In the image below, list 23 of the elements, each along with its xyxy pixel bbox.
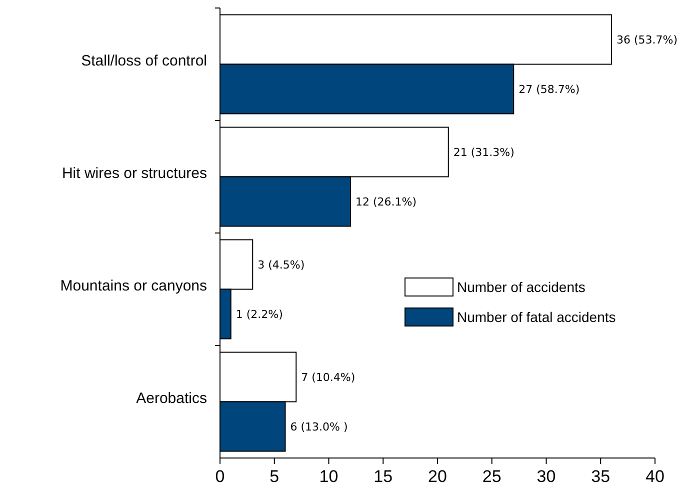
y-tick-label: Aerobatics [136, 390, 207, 407]
x-tick-label: 20 [428, 467, 447, 486]
legend-label: Number of fatal accidents [457, 308, 616, 325]
data-label: 21 (31.3%) [453, 146, 514, 159]
y-tick-label: Hit wires or structures [62, 165, 207, 182]
x-tick-label: 40 [646, 467, 664, 486]
x-tick-label: 15 [374, 467, 393, 486]
data-label: 27 (58.7%) [518, 82, 580, 96]
data-label: 36 (53.7%) [616, 33, 678, 46]
x-tick-label: 0 [215, 467, 225, 486]
data-label: 1 (2.2%) [236, 308, 283, 321]
data-label: 7 (10.4%) [301, 370, 356, 384]
data-label: 3 (4.5%) [258, 258, 305, 272]
y-tick-label: Mountains or canyons [60, 278, 207, 294]
x-tick-label: 30 [536, 467, 556, 486]
y-tick-label: Stall/loss of control [81, 52, 207, 70]
x-tick-label: 35 [591, 467, 610, 486]
data-label: 6 (13.0% ) [290, 420, 348, 434]
data-label: 12 (26.1%) [356, 195, 417, 208]
x-tick-label: 5 [270, 467, 280, 486]
legend-label: Number of accidents [457, 278, 586, 295]
x-tick-label: 25 [482, 467, 502, 486]
x-tick-label: 10 [319, 467, 338, 486]
